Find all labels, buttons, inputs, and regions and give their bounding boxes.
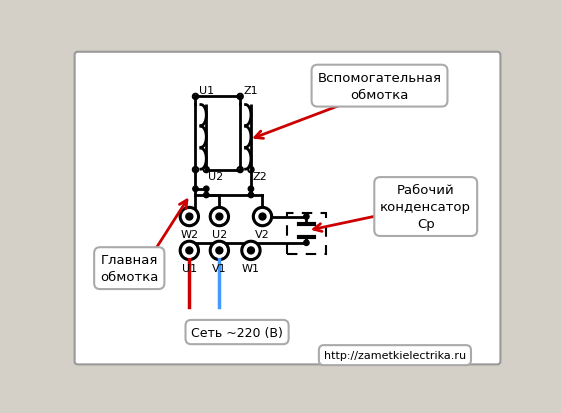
Text: V1: V1 [212, 263, 227, 273]
Circle shape [304, 214, 309, 220]
Text: V2: V2 [255, 229, 270, 239]
Circle shape [204, 193, 209, 198]
Text: Вспомогательная
обмотка: Вспомогательная обмотка [318, 71, 442, 102]
Text: U1: U1 [199, 85, 214, 96]
Circle shape [180, 207, 199, 227]
FancyBboxPatch shape [75, 52, 500, 365]
Bar [287, 213, 325, 255]
Circle shape [216, 214, 223, 221]
Circle shape [186, 247, 193, 254]
Circle shape [213, 210, 226, 224]
Circle shape [241, 241, 261, 261]
Circle shape [209, 241, 229, 261]
Text: Z1: Z1 [243, 85, 258, 96]
Text: U2: U2 [208, 171, 223, 181]
Circle shape [186, 214, 193, 221]
Text: Рабочий
конденсатор
Ср: Рабочий конденсатор Ср [380, 184, 471, 230]
Circle shape [193, 187, 198, 192]
Text: W2: W2 [180, 229, 199, 239]
Circle shape [259, 214, 266, 221]
Circle shape [247, 247, 254, 254]
Circle shape [256, 210, 269, 224]
Text: Сеть ~220 (В): Сеть ~220 (В) [191, 326, 283, 339]
Circle shape [304, 240, 309, 246]
Circle shape [252, 207, 273, 227]
Circle shape [180, 241, 199, 261]
Circle shape [213, 244, 226, 258]
Circle shape [244, 244, 258, 258]
Circle shape [182, 244, 196, 258]
Text: U2: U2 [211, 229, 227, 239]
Text: Главная
обмотка: Главная обмотка [100, 254, 158, 283]
Text: http://zametkielectrika.ru: http://zametkielectrika.ru [324, 350, 466, 360]
Circle shape [248, 193, 254, 198]
Circle shape [248, 187, 254, 192]
Circle shape [204, 187, 209, 192]
Circle shape [209, 207, 229, 227]
Text: W1: W1 [242, 263, 260, 273]
Circle shape [182, 210, 196, 224]
Text: Z2: Z2 [252, 171, 267, 181]
Text: U1: U1 [182, 263, 197, 273]
Circle shape [216, 247, 223, 254]
